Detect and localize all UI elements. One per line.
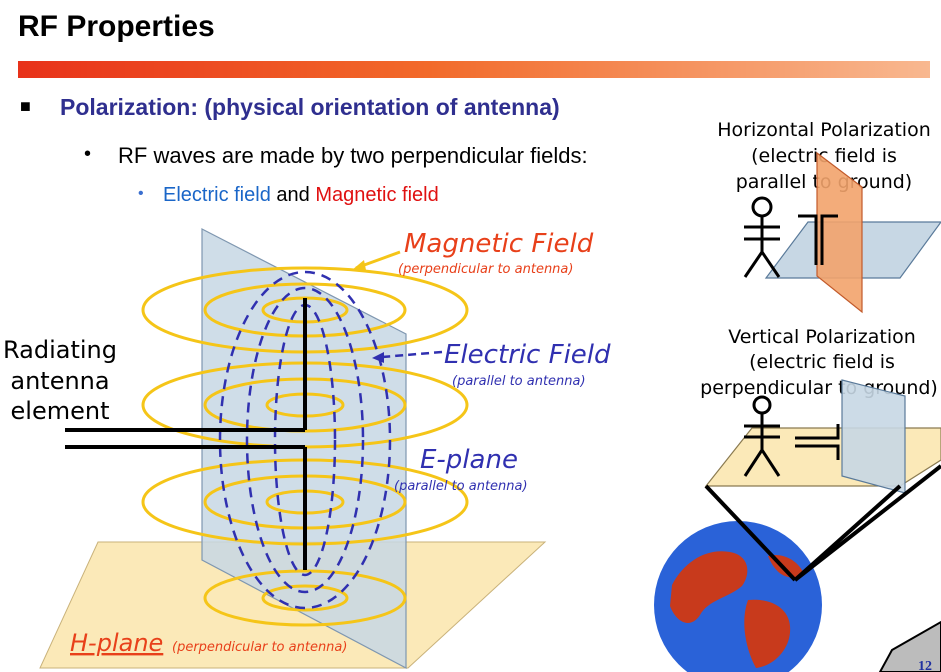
h-plane-sublabel: (perpendicular to antenna): [172, 640, 347, 655]
electric-field-label: Electric Field: [444, 340, 611, 370]
vertical-person-icon: [743, 395, 781, 477]
earth-globe-icon: [654, 521, 822, 672]
horizontal-title-line1: Horizontal Polarization: [717, 119, 930, 141]
bullet-polarization: Polarization: (physical orientation of a…: [60, 94, 560, 120]
magnetic-field-text: Magnetic field: [315, 184, 439, 206]
h-plane-label: H-plane: [70, 629, 163, 657]
electric-field-text: Electric field: [163, 184, 271, 206]
magnetic-field-label: Magnetic Field: [404, 229, 594, 259]
satellite-panel-icon: [878, 620, 941, 672]
beam-lines: [704, 464, 941, 582]
title-gradient-bar: [18, 61, 930, 78]
e-plane-label: E-plane: [420, 445, 518, 475]
e-plane-sublabel: (parallel to antenna): [394, 479, 528, 494]
bullet-square-icon: ■: [20, 96, 31, 116]
bullet-fields: Electric field and Magnetic field: [163, 184, 439, 207]
slide-title: RF Properties: [18, 10, 215, 43]
electric-field-sublabel: (parallel to antenna): [452, 374, 586, 389]
horizontal-person-icon: [743, 196, 781, 278]
magnetic-field-sublabel: (perpendicular to antenna): [398, 262, 573, 277]
vertical-e-plane: [841, 379, 906, 494]
antenna-label-line2: antenna: [10, 367, 109, 395]
antenna-label-line1: Radiating: [3, 336, 117, 364]
antenna-element: [65, 298, 307, 570]
vertical-title-line1: Vertical Polarization: [728, 326, 916, 348]
bullet-small-dot-icon: •: [138, 185, 144, 202]
page-number: 12: [918, 659, 932, 672]
vertical-antenna-icon: [795, 424, 840, 460]
bullet-rf-waves: RF waves are made by two perpendicular f…: [118, 143, 588, 168]
horizontal-title-line2: (electric field is: [751, 145, 897, 167]
vertical-title-line2: (electric field is: [749, 351, 895, 373]
and-text: and: [276, 184, 310, 206]
callout-arrows: [352, 250, 443, 363]
bullet-dot-icon: •: [84, 143, 92, 165]
antenna-label-line3: element: [11, 397, 110, 425]
horizontal-antenna-icon: [798, 214, 838, 265]
